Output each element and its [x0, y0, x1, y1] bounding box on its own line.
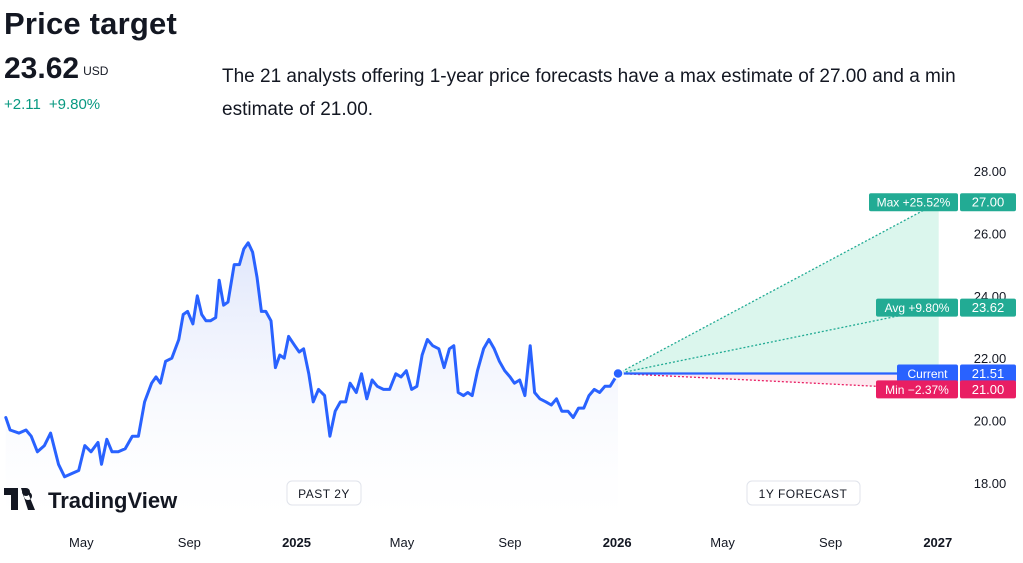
max-target: Max +25.52% 27.00 — [869, 193, 1016, 212]
forecast-period-label: 1Y FORECAST — [746, 480, 861, 506]
avg-target-label: Avg +9.80% — [885, 301, 950, 315]
min-target-label-bg — [876, 380, 958, 399]
forecast-period-text: 1Y FORECAST — [759, 487, 848, 501]
current-price-label-bg — [897, 364, 958, 383]
page-title: Price target — [4, 6, 177, 41]
current-price: Current 21.51 — [897, 364, 1016, 383]
avg-target: Avg +9.80% 23.62 — [876, 298, 1016, 317]
avg-target-value: 23.62 — [972, 300, 1005, 315]
max-target-label: Max +25.52% — [877, 196, 951, 210]
avg-target-label-bg — [876, 298, 958, 317]
y-tick-label: 18.00 — [974, 476, 1007, 491]
y-tick-label: 28.00 — [974, 164, 1007, 179]
past-period-label: PAST 2Y — [286, 480, 362, 506]
x-tick-label: 2026 — [603, 535, 632, 550]
forecast-avg-line — [617, 307, 939, 375]
price-history-area — [5, 242, 619, 521]
x-tick-label: Sep — [498, 535, 521, 550]
x-tick-label: May — [390, 535, 415, 550]
max-target-label-bg — [869, 193, 958, 212]
price-change: +2.11 +9.80% — [4, 96, 100, 113]
price-number: 23.62 — [4, 52, 80, 85]
max-target-value-bg — [960, 193, 1016, 212]
tradingview-logo[interactable]: TradingView — [4, 488, 178, 513]
current-price-value: 21.51 — [972, 366, 1005, 381]
price-history-line — [4, 241, 620, 479]
x-tick-label: 2025 — [282, 535, 311, 550]
forecast-min-line — [618, 372, 939, 391]
y-tick-label: 20.00 — [974, 414, 1007, 429]
current-price-point — [612, 367, 624, 380]
price-currency: USD — [83, 64, 109, 78]
min-target-value-bg — [960, 380, 1016, 399]
max-target-value: 27.00 — [972, 195, 1005, 210]
forecast-description: The 21 analysts offering 1-year price fo… — [222, 66, 956, 120]
current-price-value-bg — [960, 364, 1016, 383]
x-tick-label: 2027 — [923, 535, 952, 550]
x-tick-label: Sep — [819, 535, 842, 550]
x-tick-label: May — [710, 535, 735, 550]
avg-target-value-bg — [960, 298, 1016, 317]
forecast-max-line — [617, 201, 939, 375]
y-tick-label: 22.00 — [974, 351, 1007, 366]
tradingview-logo-icon — [4, 488, 35, 510]
current-price-label: Current — [907, 367, 948, 381]
change-absolute: +2.11 — [4, 96, 41, 113]
tradingview-logo-dot — [22, 488, 30, 496]
y-tick-label: 26.00 — [974, 226, 1007, 241]
min-target-value: 21.00 — [972, 382, 1005, 397]
x-tick-label: May — [69, 535, 94, 550]
price-value: 23.62 USD — [4, 52, 108, 86]
x-tick-label: Sep — [178, 535, 201, 550]
min-target-label: Min −2.37% — [885, 383, 949, 397]
min-target: Min −2.37% 21.00 — [876, 380, 1016, 399]
change-percent: +9.80% — [48, 96, 101, 113]
tradingview-logo-text: TradingView — [48, 488, 178, 513]
past-period-text: PAST 2Y — [298, 487, 350, 501]
